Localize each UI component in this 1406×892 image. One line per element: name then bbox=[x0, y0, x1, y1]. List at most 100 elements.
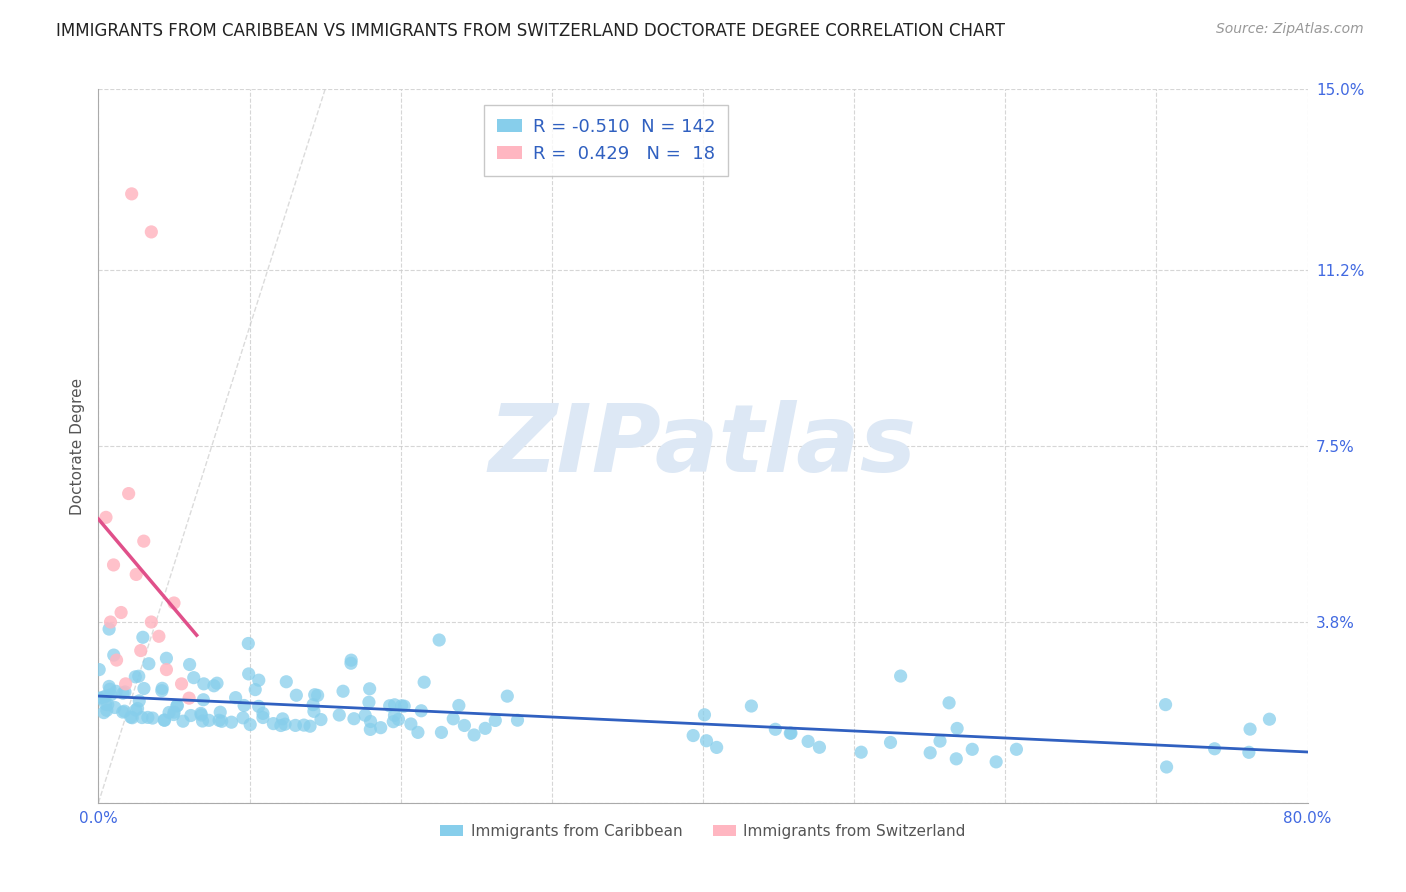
Point bbox=[506, 713, 529, 727]
Point bbox=[148, 629, 170, 643]
Point bbox=[166, 698, 188, 713]
Point bbox=[98, 680, 121, 694]
Point bbox=[103, 648, 125, 662]
Point bbox=[406, 725, 429, 739]
Point bbox=[302, 698, 325, 712]
Point bbox=[370, 721, 392, 735]
Point bbox=[299, 719, 322, 733]
Point bbox=[179, 657, 201, 672]
Point bbox=[225, 690, 247, 705]
Point bbox=[142, 711, 165, 725]
Point bbox=[170, 677, 193, 691]
Point bbox=[399, 717, 422, 731]
Point bbox=[221, 715, 243, 730]
Point bbox=[945, 752, 967, 766]
Point bbox=[89, 663, 111, 677]
Point bbox=[128, 694, 150, 708]
Point bbox=[962, 742, 984, 756]
Point bbox=[340, 653, 363, 667]
Point bbox=[392, 699, 415, 714]
Point bbox=[153, 713, 176, 727]
Point bbox=[105, 653, 128, 667]
Point bbox=[138, 657, 160, 671]
Point bbox=[121, 711, 143, 725]
Point bbox=[262, 716, 284, 731]
Point bbox=[190, 708, 212, 723]
Point bbox=[328, 708, 350, 723]
Point bbox=[121, 186, 143, 201]
Point bbox=[247, 673, 270, 688]
Point bbox=[211, 714, 233, 729]
Point bbox=[193, 692, 215, 706]
Point bbox=[172, 714, 194, 729]
Point bbox=[284, 718, 307, 732]
Point bbox=[682, 729, 704, 743]
Point bbox=[252, 710, 274, 724]
Point bbox=[132, 630, 155, 644]
Point bbox=[1005, 742, 1028, 756]
Point bbox=[111, 705, 134, 719]
Point bbox=[938, 696, 960, 710]
Point bbox=[808, 740, 831, 755]
Point bbox=[111, 686, 134, 700]
Point bbox=[110, 606, 132, 620]
Point bbox=[96, 703, 118, 717]
Point bbox=[890, 669, 912, 683]
Text: Source: ZipAtlas.com: Source: ZipAtlas.com bbox=[1216, 22, 1364, 37]
Text: IMMIGRANTS FROM CARIBBEAN VS IMMIGRANTS FROM SWITZERLAND DOCTORATE DEGREE CORREL: IMMIGRANTS FROM CARIBBEAN VS IMMIGRANTS … bbox=[56, 22, 1005, 40]
Point bbox=[104, 700, 127, 714]
Point bbox=[946, 722, 969, 736]
Point bbox=[1154, 698, 1177, 712]
Point bbox=[93, 706, 115, 720]
Point bbox=[1237, 745, 1260, 759]
Point bbox=[797, 734, 820, 748]
Point bbox=[340, 657, 363, 671]
Point bbox=[463, 728, 485, 742]
Point bbox=[382, 714, 405, 729]
Point bbox=[354, 708, 377, 723]
Point bbox=[484, 714, 506, 728]
Point bbox=[100, 615, 122, 629]
Point bbox=[98, 622, 121, 636]
Point bbox=[359, 681, 381, 696]
Point bbox=[157, 706, 180, 720]
Point bbox=[474, 722, 496, 736]
Point bbox=[413, 675, 436, 690]
Point bbox=[205, 676, 228, 690]
Point bbox=[180, 708, 202, 723]
Point bbox=[190, 706, 212, 721]
Point bbox=[359, 723, 381, 737]
Point bbox=[252, 706, 274, 721]
Point bbox=[391, 698, 413, 713]
Point bbox=[141, 225, 163, 239]
Point bbox=[155, 651, 177, 665]
Point bbox=[270, 718, 292, 732]
Point bbox=[1204, 741, 1226, 756]
Point bbox=[114, 685, 136, 699]
Point bbox=[239, 717, 262, 731]
Y-axis label: Doctorate Degree: Doctorate Degree bbox=[69, 377, 84, 515]
Point bbox=[1156, 760, 1178, 774]
Point bbox=[125, 567, 148, 582]
Point bbox=[132, 681, 155, 696]
Point bbox=[384, 708, 406, 723]
Point bbox=[100, 688, 122, 702]
Point bbox=[271, 712, 294, 726]
Point bbox=[447, 698, 470, 713]
Point bbox=[128, 669, 150, 683]
Point bbox=[693, 707, 716, 722]
Point bbox=[387, 712, 409, 726]
Point bbox=[183, 671, 205, 685]
Point bbox=[120, 710, 142, 724]
Point bbox=[155, 663, 177, 677]
Point bbox=[129, 643, 152, 657]
Point bbox=[209, 705, 232, 719]
Point bbox=[127, 701, 149, 715]
Point bbox=[94, 510, 117, 524]
Point bbox=[238, 667, 260, 681]
Point bbox=[309, 713, 332, 727]
Point bbox=[125, 703, 148, 717]
Point bbox=[141, 615, 163, 629]
Point bbox=[193, 677, 215, 691]
Point bbox=[208, 714, 231, 728]
